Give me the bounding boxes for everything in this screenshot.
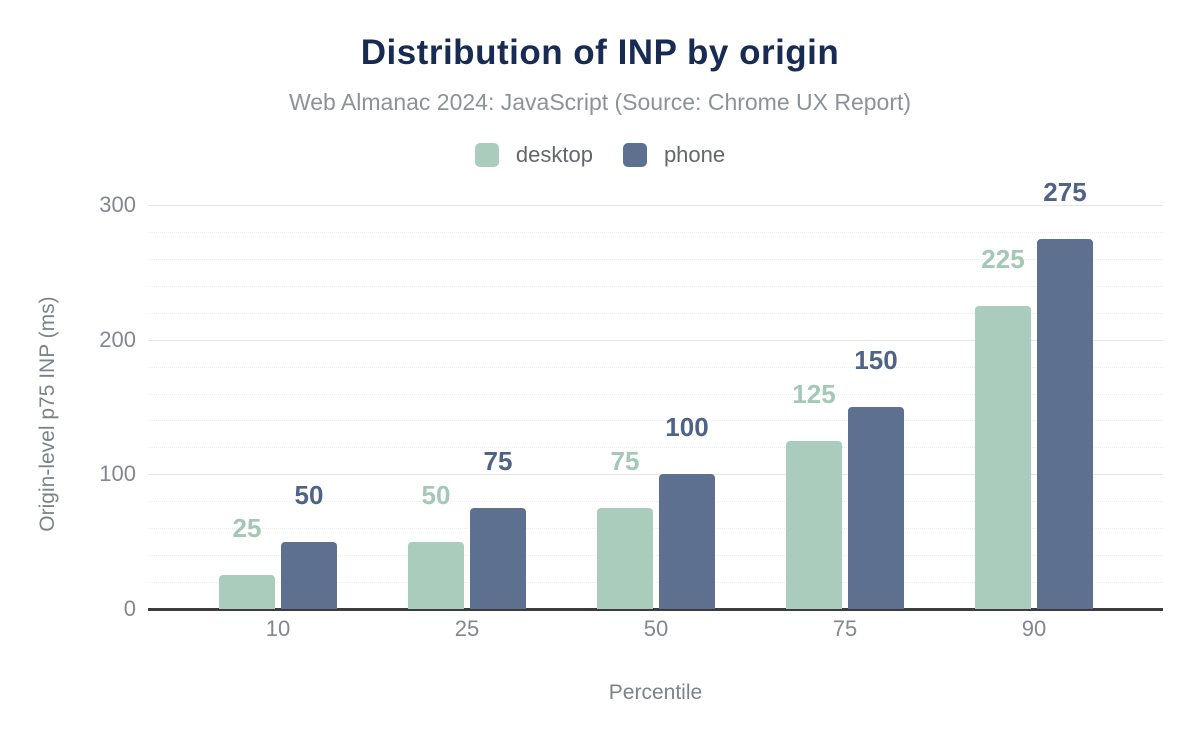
bar-label-phone-p75: 150	[854, 345, 898, 375]
gridline-major-100	[148, 474, 1163, 476]
gridline-minor-240	[148, 285, 1163, 287]
gridline-minor-260	[148, 258, 1163, 260]
gridline-minor-80	[148, 501, 1163, 503]
gridline-minor-20	[148, 582, 1163, 584]
bar-label-desktop-p75: 125	[792, 378, 836, 409]
bar-desktop-p50	[597, 508, 653, 609]
legend-label-phone: phone	[663, 142, 726, 167]
x-tick-75: 75	[832, 616, 858, 641]
x-tick-25: 25	[454, 616, 480, 641]
gridline-minor-40	[148, 555, 1163, 557]
bar-phone-p90	[1037, 238, 1093, 609]
y-axis-title: Origin-level p75 INP (ms)	[36, 296, 59, 532]
gridline-major-200	[148, 339, 1163, 341]
legend-label-desktop: desktop	[515, 142, 593, 167]
bar-phone-p10	[281, 541, 337, 609]
bar-label-phone-p25: 75	[483, 446, 513, 476]
desktop-swatch	[474, 143, 499, 167]
x-tick-90: 90	[1021, 616, 1047, 641]
y-tick-0: 0	[123, 596, 136, 621]
gridline-minor-180	[148, 366, 1163, 368]
legend: desktop phone	[0, 142, 1200, 168]
legend-item-phone: phone	[622, 142, 726, 168]
x-tick-50: 50	[643, 616, 669, 641]
x-axis-title: Percentile	[608, 681, 703, 704]
y-tick-300: 300	[99, 192, 136, 217]
gridline-minor-220	[148, 312, 1163, 314]
x-axis-line	[148, 608, 1163, 611]
bar-label-desktop-p50: 75	[610, 446, 640, 476]
y-tick-200: 200	[99, 326, 136, 352]
legend-item-desktop: desktop	[474, 142, 593, 168]
bar-phone-p50	[659, 474, 715, 609]
bar-phone-p25	[470, 508, 526, 609]
x-tick-10: 10	[265, 616, 291, 641]
bar-label-desktop-p10: 25	[232, 513, 262, 544]
gridline-minor-140	[148, 420, 1163, 422]
chart-subtitle: Web Almanac 2024: JavaScript (Source: Ch…	[288, 89, 912, 115]
gridline-major-300	[148, 205, 1163, 206]
bar-label-desktop-p90: 225	[981, 244, 1025, 274]
bar-desktop-p10	[219, 575, 275, 609]
gridline-minor-60	[148, 528, 1163, 530]
gridline-minor-160	[148, 393, 1163, 395]
bar-label-phone-p50: 100	[665, 412, 709, 443]
bar-label-desktop-p25: 50	[421, 479, 451, 510]
bar-label-phone-p10: 50	[294, 479, 324, 510]
phone-swatch	[622, 143, 647, 167]
gridline-minor-280	[148, 231, 1163, 233]
bar-desktop-p90	[975, 306, 1031, 609]
bar-desktop-p25	[408, 541, 464, 609]
bar-phone-p75	[848, 407, 904, 609]
gridline-minor-120	[148, 447, 1163, 449]
bar-label-phone-p90: 275	[1043, 176, 1087, 207]
bar-desktop-p75	[786, 440, 842, 609]
chart-title: Distribution of INP by origin	[360, 33, 840, 72]
y-tick-100: 100	[99, 461, 136, 487]
